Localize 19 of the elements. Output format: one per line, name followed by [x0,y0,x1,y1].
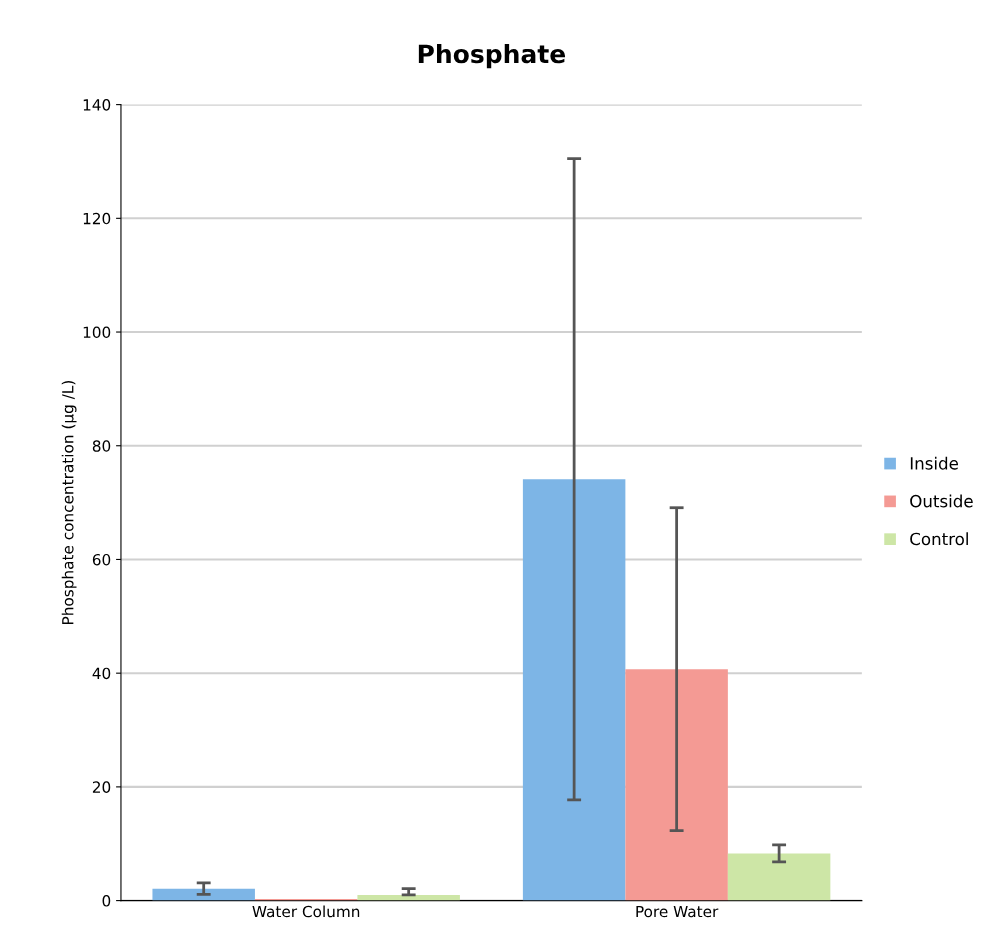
legend-label: Outside [910,494,973,508]
chart-title: Phosphate [418,43,566,69]
y-tick-label: 40 [92,667,111,680]
bar [152,888,255,901]
y-tick-label: 20 [92,781,111,793]
legend-label: Inside [910,456,958,470]
x-tick-label: Water Column [252,905,360,918]
bar [727,853,831,901]
legend-label: Control [910,532,968,546]
y-tick-label: 0 [102,895,111,907]
y-axis-title: Phosphate concentration (µg /L) [61,381,77,624]
x-tick-label: Pore Water [636,905,719,918]
bar [522,479,626,901]
y-tick-label: 100 [83,326,111,339]
y-tick-label: 140 [83,99,111,111]
y-tick-label: 80 [92,440,111,452]
bar [625,669,728,901]
y-tick-label: 60 [92,553,111,566]
y-tick-label: 120 [83,212,111,225]
